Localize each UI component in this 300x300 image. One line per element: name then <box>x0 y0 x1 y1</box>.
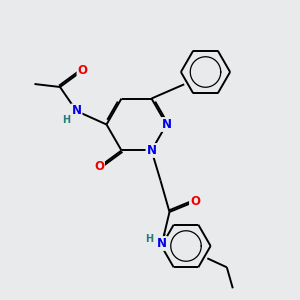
Text: O: O <box>190 195 200 208</box>
Text: H: H <box>62 115 70 125</box>
Text: N: N <box>157 237 167 250</box>
Text: N: N <box>71 104 82 118</box>
Text: O: O <box>94 160 104 173</box>
Text: O: O <box>77 64 88 77</box>
Text: H: H <box>145 234 154 244</box>
Text: N: N <box>161 118 172 131</box>
Text: N: N <box>146 144 157 157</box>
